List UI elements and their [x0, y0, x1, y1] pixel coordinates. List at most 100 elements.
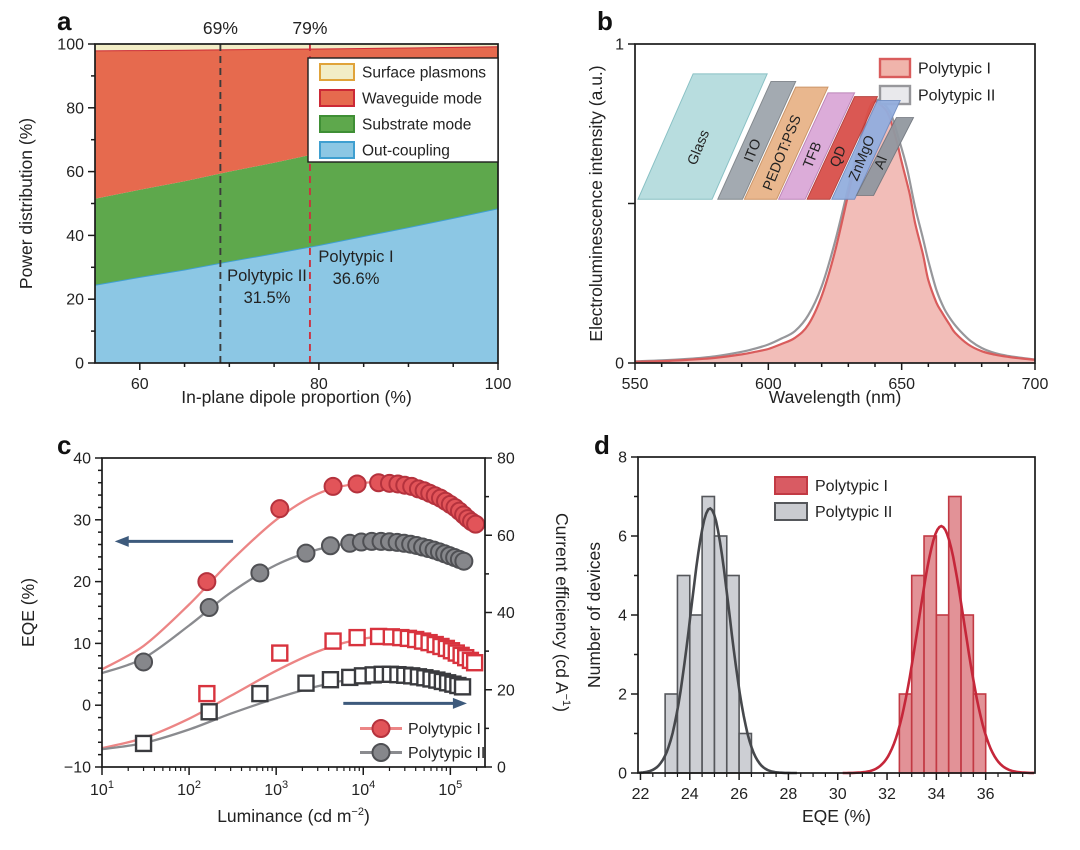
- b-inset-layer-glass: [637, 73, 768, 200]
- c-right-tick-label: 40: [497, 605, 515, 622]
- panel-letter-a: a: [57, 6, 72, 36]
- a-x-axis-label: In-plane dipole proportion (%): [181, 387, 412, 407]
- panel-letter-c: c: [57, 430, 72, 460]
- a-y-axis-label: Power distribution (%): [16, 118, 36, 289]
- b-x-tick-label: 550: [622, 376, 649, 393]
- panel-letter-d: d: [594, 430, 610, 460]
- b-inset-layer-label: Al: [872, 154, 892, 172]
- d-legend-swatch: [774, 502, 808, 521]
- b-y-tick-label: 0: [615, 356, 624, 373]
- c-right-tick-label: 20: [497, 682, 515, 699]
- d-bar: [947, 495, 962, 774]
- c-data-circle: [134, 652, 154, 672]
- a-y-tick-label: 60: [66, 164, 84, 181]
- c-data-square: [453, 678, 472, 696]
- c-data-circle: [347, 474, 367, 494]
- d-x-tick-label: 30: [829, 786, 847, 803]
- d-x-tick-label: 22: [632, 786, 650, 803]
- c-right-tick-label: 60: [497, 528, 515, 545]
- a-legend-label: Surface plasmons: [362, 65, 486, 82]
- c-data-square: [251, 684, 269, 703]
- c-left-tick-label: 0: [82, 698, 91, 715]
- d-x-tick-label: 24: [681, 786, 699, 803]
- c-series-squares: [134, 665, 472, 753]
- panel-c-eqe-luminance-chart: 101 102 103 104 105 −10 0 10 20 30 40 0 20 40 60 80 Poly…: [18, 451, 572, 827]
- d-y-tick-label: 0: [618, 766, 627, 783]
- d-x-tick-label: 34: [927, 786, 945, 803]
- c-left-tick-label: −10: [64, 760, 91, 777]
- a-y-tick-label: 0: [75, 356, 84, 373]
- c-data-circle: [270, 499, 290, 519]
- a-axes-ticks: 60 80 100 0 20 40 60 80 100: [57, 37, 511, 394]
- c-data-circle: [323, 476, 343, 496]
- a-x-tick-label: 80: [310, 376, 328, 393]
- a-legend-swatch: [319, 89, 355, 107]
- c-legend-label: Polytypic II: [408, 745, 485, 762]
- d-bars-polytypic-ii: [664, 495, 753, 774]
- b-inset-layer-tfb: [777, 92, 856, 200]
- c-data-square: [200, 703, 218, 721]
- a-legend: Surface plasmons Waveguide mode Substrate …: [307, 57, 499, 163]
- c-legend-marker: [371, 719, 391, 738]
- a-annotation-name: Polytypic II: [227, 267, 307, 285]
- c-data-circle: [250, 563, 270, 583]
- c-data-circle: [466, 514, 486, 534]
- log-tick-label: 101: [90, 779, 114, 799]
- b-legend-swatch: [878, 57, 912, 79]
- c-right-tick-label: 80: [497, 451, 515, 468]
- a-annotation-name: Polytypic I: [318, 248, 393, 266]
- panel-b-el-spectrum-chart: 550 600 650 700 1 0 Polytypic I Polytypic IIGla…: [586, 37, 1048, 408]
- b-inset-layer-ito: [717, 80, 797, 200]
- a-annotation-value: 36.6%: [333, 270, 380, 288]
- a-top-percent-label: 79%: [292, 18, 327, 38]
- b-axes-ticks: 550 600 650 700 1 0: [615, 37, 1048, 394]
- c-right-axis-label: Current efficiency (cd A−1): [552, 513, 572, 712]
- b-inset-layer-pedotpss: [743, 86, 829, 200]
- a-y-tick-label: 80: [66, 100, 84, 117]
- log-tick-label: 105: [438, 779, 462, 799]
- d-bar: [935, 614, 950, 774]
- c-axis-arrow-left: [114, 535, 234, 547]
- c-left-tick-label: 20: [73, 574, 91, 591]
- b-inset-layer-label: QD: [827, 144, 850, 170]
- b-x-tick-label: 700: [1022, 376, 1049, 393]
- d-x-tick-label: 32: [878, 786, 896, 803]
- d-bar: [688, 614, 703, 774]
- c-data-circle: [454, 551, 474, 571]
- c-left-tick-label: 40: [73, 451, 91, 468]
- c-left-axis-label: EQE (%): [18, 578, 38, 647]
- b-legend-label: Polytypic II: [918, 88, 995, 105]
- d-bars-polytypic-i: [898, 495, 987, 774]
- b-legend-label: Polytypic I: [918, 61, 991, 78]
- d-gauss-curve: [842, 524, 1034, 775]
- a-legend-swatch: [319, 115, 355, 133]
- c-series-circles: [134, 531, 474, 672]
- c-legend-marker: [371, 743, 391, 762]
- log-tick-label: 104: [351, 779, 375, 799]
- d-legend-label: Polytypic II: [815, 504, 892, 521]
- d-x-tick-label: 26: [730, 786, 748, 803]
- b-y-axis-label: Electroluminescence intensity (a.u.): [586, 65, 606, 341]
- a-legend-label: Out-coupling: [362, 143, 450, 160]
- c-data-square: [465, 654, 484, 672]
- d-legend-label: Polytypic I: [815, 478, 888, 495]
- c-data-square: [321, 671, 340, 689]
- d-y-tick-label: 6: [618, 529, 627, 546]
- a-area-out-coupling: [95, 208, 498, 363]
- d-bar: [701, 495, 716, 774]
- a-x-tick-label: 60: [131, 376, 149, 393]
- c-axes-ticks: 101 102 103 104 105 −10 0 10 20 30 40 0 20 40 60 80: [64, 451, 515, 800]
- b-x-tick-label: 600: [755, 376, 782, 393]
- d-legend: Polytypic I Polytypic II: [774, 476, 892, 521]
- c-axis-arrow-right: [343, 697, 467, 709]
- c-left-tick-label: 30: [73, 512, 91, 529]
- a-annotation-value: 31.5%: [244, 289, 291, 307]
- panel-letter-b: b: [597, 6, 613, 36]
- log-tick-label: 103: [264, 779, 288, 799]
- b-inset-layer-al: [855, 117, 915, 196]
- d-legend-swatch: [774, 476, 808, 495]
- c-series-circles: [197, 473, 486, 592]
- d-y-tick-label: 2: [618, 687, 627, 704]
